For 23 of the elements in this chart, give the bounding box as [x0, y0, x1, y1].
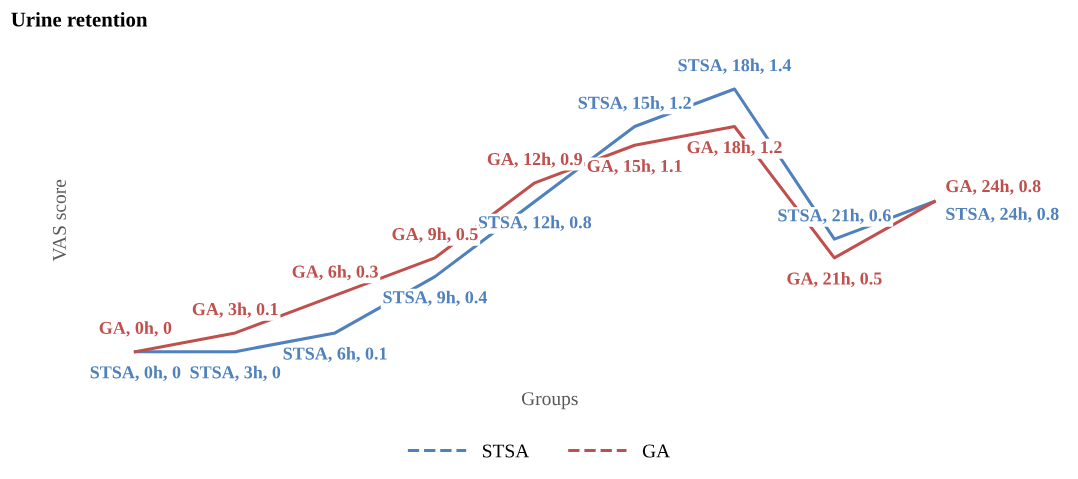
data-label: GA, 24h, 0.8 — [946, 179, 1041, 195]
data-label: STSA, 9h, 0.4 — [383, 290, 488, 306]
data-label: STSA, 21h, 0.6 — [778, 208, 891, 225]
y-axis-title: VAS score — [52, 179, 67, 262]
data-label: GA, 0h, 0 — [99, 321, 172, 337]
data-label: STSA, 0h, 0 — [90, 365, 181, 382]
data-label: STSA, 12h, 0.8 — [478, 215, 592, 231]
data-label: GA, 3h, 0.1 — [192, 302, 278, 318]
data-label: GA, 18h, 1.2 — [687, 140, 782, 156]
legend-label: GA — [642, 444, 671, 458]
data-label: GA, 15h, 1.1 — [587, 159, 682, 175]
legend-label: STSA — [483, 444, 530, 458]
data-label: GA, 12h, 0.9 — [487, 152, 583, 168]
data-label: GA, 6h, 0.3 — [292, 264, 378, 281]
data-label: STSA, 3h, 0 — [190, 365, 281, 382]
data-label: STSA, 6h, 0.1 — [283, 346, 387, 363]
data-label: STSA, 24h, 0.8 — [946, 207, 1059, 223]
chart-title: Urine retention — [11, 11, 148, 27]
data-label: GA, 21h, 0.5 — [787, 271, 882, 288]
x-axis-title: Groups — [521, 392, 578, 410]
data-label: STSA, 15h, 1.2 — [578, 96, 691, 112]
data-label: GA, 9h, 0.5 — [392, 227, 478, 243]
data-label: STSA, 18h, 1.4 — [678, 58, 792, 74]
